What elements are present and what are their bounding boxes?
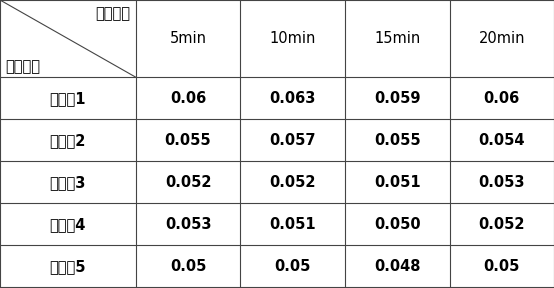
Text: 0.057: 0.057 xyxy=(269,133,316,148)
Text: 0.053: 0.053 xyxy=(165,217,211,232)
Text: 0.06: 0.06 xyxy=(484,91,520,106)
Text: 10min: 10min xyxy=(269,31,316,46)
Text: 0.051: 0.051 xyxy=(269,217,316,232)
Text: 实施夶5: 实施夶5 xyxy=(50,259,86,274)
Text: 0.054: 0.054 xyxy=(479,133,525,148)
Text: 0.063: 0.063 xyxy=(269,91,316,106)
Text: 0.052: 0.052 xyxy=(269,175,316,190)
Text: 15min: 15min xyxy=(374,31,420,46)
Text: 0.055: 0.055 xyxy=(165,133,211,148)
Text: 实施夶3: 实施夶3 xyxy=(50,175,86,190)
Text: 20min: 20min xyxy=(479,31,525,46)
Text: 0.053: 0.053 xyxy=(479,175,525,190)
Text: 0.06: 0.06 xyxy=(170,91,206,106)
Text: 0.05: 0.05 xyxy=(274,259,311,274)
Text: 实施夶1: 实施夶1 xyxy=(50,91,86,106)
Text: 0.059: 0.059 xyxy=(374,91,420,106)
Text: 5min: 5min xyxy=(170,31,207,46)
Text: 实施夶4: 实施夶4 xyxy=(50,217,86,232)
Text: 0.052: 0.052 xyxy=(165,175,211,190)
Text: 0.055: 0.055 xyxy=(374,133,420,148)
Text: 0.052: 0.052 xyxy=(479,217,525,232)
Text: 0.05: 0.05 xyxy=(170,259,206,274)
Text: 实施夶2: 实施夶2 xyxy=(50,133,86,148)
Text: 0.048: 0.048 xyxy=(374,259,420,274)
Text: 运行时间: 运行时间 xyxy=(95,6,130,21)
Text: 灰分含量: 灰分含量 xyxy=(6,59,40,74)
Text: 0.05: 0.05 xyxy=(484,259,520,274)
Text: 0.051: 0.051 xyxy=(374,175,420,190)
Text: 0.050: 0.050 xyxy=(374,217,420,232)
